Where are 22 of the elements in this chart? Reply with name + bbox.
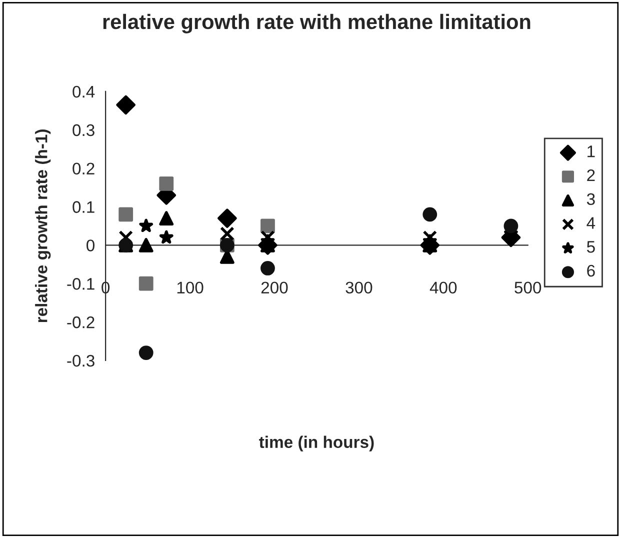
y-tick-label: 0 (86, 240, 94, 252)
x-tick-label: 500 (514, 282, 542, 294)
legend-label: 4 (586, 217, 596, 229)
y-tick-label: -0.1 (67, 278, 94, 290)
legend-label: 6 (587, 264, 595, 277)
y-tick-label: -0.3 (67, 354, 94, 367)
x-axis-title: time (in hours) (259, 436, 374, 452)
legend-label: 1 (588, 146, 595, 158)
x-tick-label: 100 (177, 282, 204, 294)
legend-label: 3 (586, 193, 595, 206)
y-tick-label: 0.4 (72, 86, 95, 98)
x-tick-label: 200 (261, 282, 288, 294)
legend-label: 2 (587, 169, 595, 182)
y-tick-label: -0.2 (67, 316, 94, 328)
y-axis-title: relative growth rate (h-1) (35, 130, 51, 322)
legend-label: 5 (586, 241, 595, 253)
y-tick-label: 0.1 (72, 201, 94, 213)
y-tick-label: 0.2 (72, 162, 94, 175)
x-tick-label: 400 (430, 282, 457, 294)
y-tick-label: 0.3 (72, 124, 94, 136)
chart-title: relative growth rate with methane limitation (103, 14, 530, 34)
x-tick-label: 300 (346, 282, 372, 294)
